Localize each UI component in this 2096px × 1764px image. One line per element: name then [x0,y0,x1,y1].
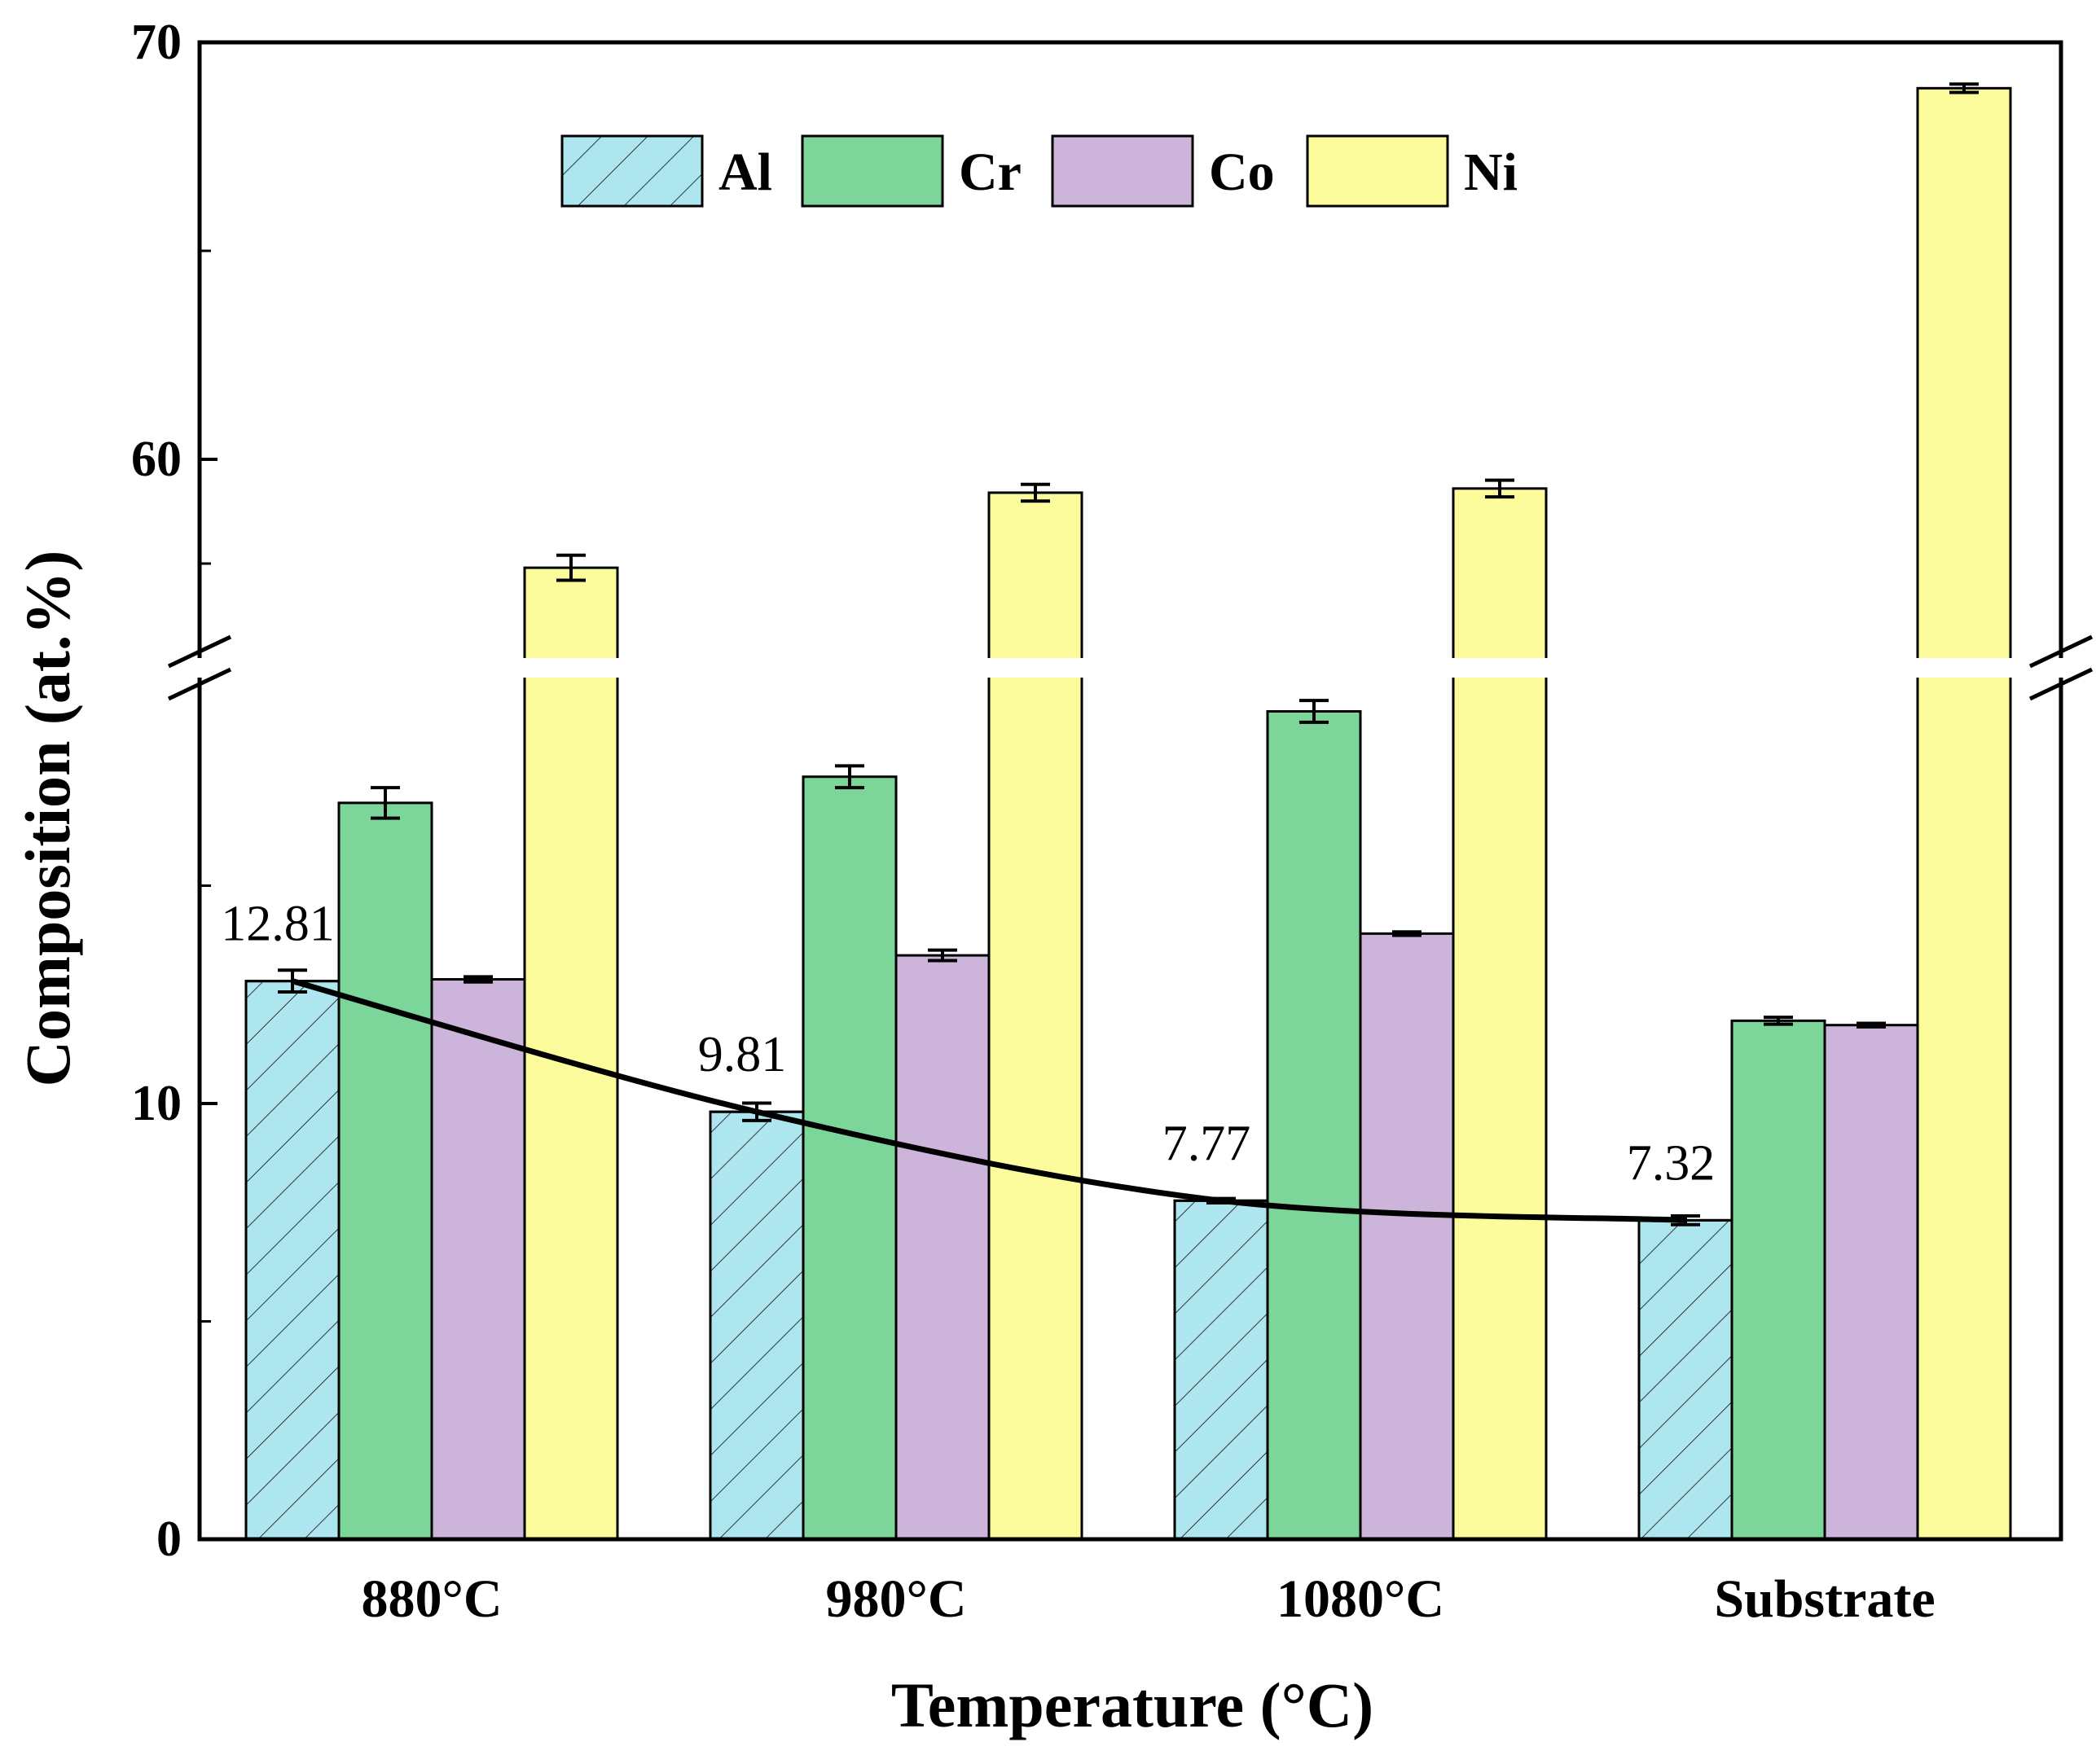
al-data-label-3: 7.32 [1627,1135,1716,1191]
plot-frame [197,40,2063,1542]
y-tick-label-1: 10 [131,1076,182,1131]
al-data-label-0: 12.81 [221,897,335,952]
bar-cr-2 [1266,710,1362,1541]
x-tick-label-0: 880°C [361,1569,502,1629]
legend-label-co: Co [1209,143,1275,202]
right-axis-break-gap [2056,658,2066,678]
x-tick-label-2: 1080°C [1276,1569,1444,1629]
bar-co-0 [430,978,526,1541]
bar-co-2 [1359,932,1455,1541]
legend-swatch-cr [801,134,944,208]
bar-hatch-al-3 [1637,1218,1733,1541]
left-axis-break-gap [195,658,204,678]
al-data-label-1: 9.81 [698,1027,787,1082]
axis-break-mark-1-b [2028,667,2094,701]
axis-break-mark-0-a [167,634,232,669]
bar-cr-3 [1730,1019,1826,1541]
bar-hatch-al-0 [244,980,341,1541]
axis-break-mark-1-a [2028,634,2094,669]
y-tick-label-0: 0 [156,1512,182,1567]
axis-break-gap [204,658,2056,678]
legend-label-cr: Cr [959,143,1022,202]
y-tick-label-2: 60 [131,432,182,487]
bar-cr-1 [802,775,898,1541]
bar-cr-0 [337,801,433,1541]
axis-break-mark-0-b [167,667,232,701]
legend-swatch-ni [1306,134,1449,208]
bar-ni-3 [1916,86,2012,1541]
legend-label-ni: Ni [1464,143,1518,202]
bar-ni-2 [1452,487,1548,1541]
legend-swatch-hatch-al [560,134,704,208]
al-data-label-2: 7.77 [1162,1116,1251,1171]
bar-hatch-al-1 [709,1110,805,1541]
al-trend-line [292,978,1686,1223]
bar-co-1 [894,954,991,1541]
bar-ni-1 [987,491,1083,1541]
legend-swatch-co [1051,134,1194,208]
bar-co-3 [1823,1024,1919,1541]
x-axis-title: Temperature (°C) [891,1670,1373,1740]
y-tick-label-3: 70 [131,15,182,70]
bar-hatch-al-2 [1173,1199,1269,1541]
x-tick-label-1: 980°C [825,1569,966,1629]
legend-label-al: Al [718,143,772,202]
x-tick-label-3: Substrate [1714,1569,1935,1629]
y-axis-title: Composition (at.%) [12,551,83,1087]
